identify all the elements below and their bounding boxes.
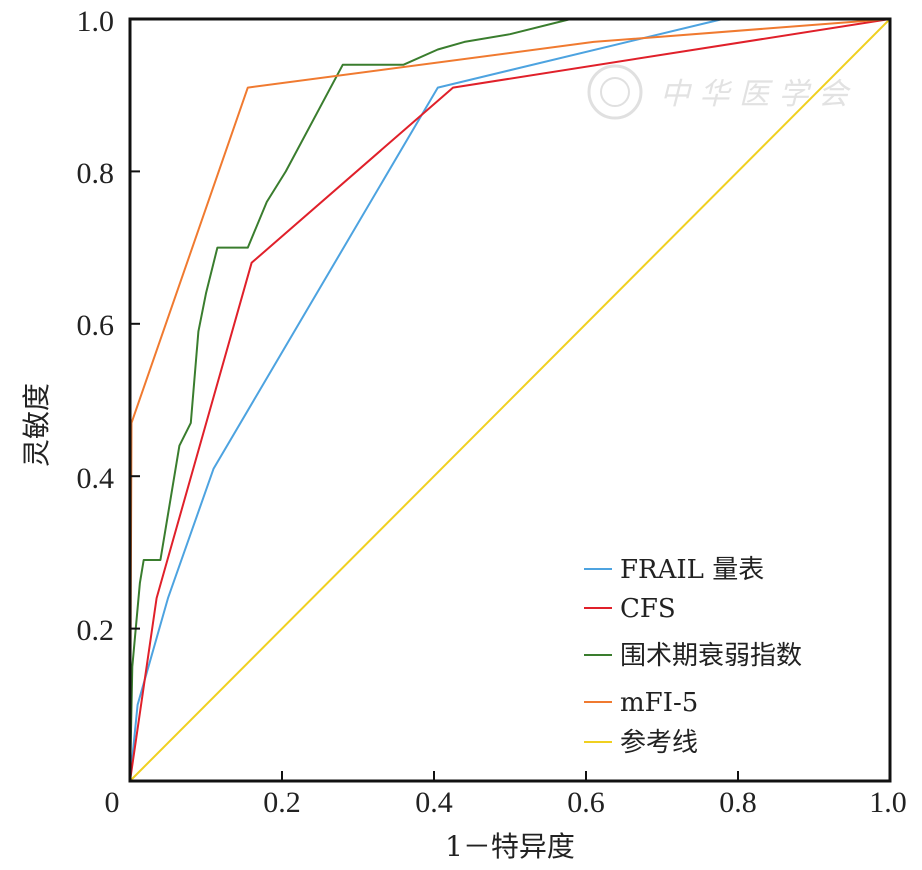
x-tick-label-0: 0 <box>105 786 120 819</box>
y-tick-label-4: 1.0 <box>77 5 115 38</box>
series-line-perioperative <box>129 18 890 782</box>
plot-frame <box>128 17 892 783</box>
y-tick-label-1: 0.4 <box>77 462 115 495</box>
series-line-reference <box>129 18 891 782</box>
y-axis-title: 灵敏度 <box>20 383 53 467</box>
legend: FRAIL 量表 CFS 围术期衰弱指数 mFI-5 参考线 <box>584 555 802 758</box>
svg-text:中 华 医 学 会: 中 华 医 学 会 <box>660 77 851 112</box>
legend-label-perioperative: 围术期衰弱指数 <box>620 641 802 671</box>
tick-layer <box>130 170 739 781</box>
legend-label-mfi5: mFI-5 <box>620 688 698 718</box>
x-axis-title: 1－特异度 <box>445 830 575 863</box>
x-tick-label-5: 1.0 <box>869 786 907 819</box>
x-tick-label-2: 0.4 <box>415 786 453 819</box>
watermark-logo: 中 华 医 学 会 <box>587 64 851 120</box>
legend-label-cfs: CFS <box>620 594 676 624</box>
x-tick-label-1: 0.2 <box>263 786 301 819</box>
y-tick-label-2: 0.6 <box>77 309 115 342</box>
y-tick-label-3: 0.8 <box>77 157 115 190</box>
y-tick-label-0: 0.2 <box>77 614 115 647</box>
legend-label-reference: 参考线 <box>620 728 698 758</box>
series-line-cfs <box>129 18 891 782</box>
legend-label-frail: FRAIL 量表 <box>620 555 764 585</box>
x-tick-label-4: 0.8 <box>719 786 757 819</box>
x-tick-label-3: 0.6 <box>567 786 605 819</box>
